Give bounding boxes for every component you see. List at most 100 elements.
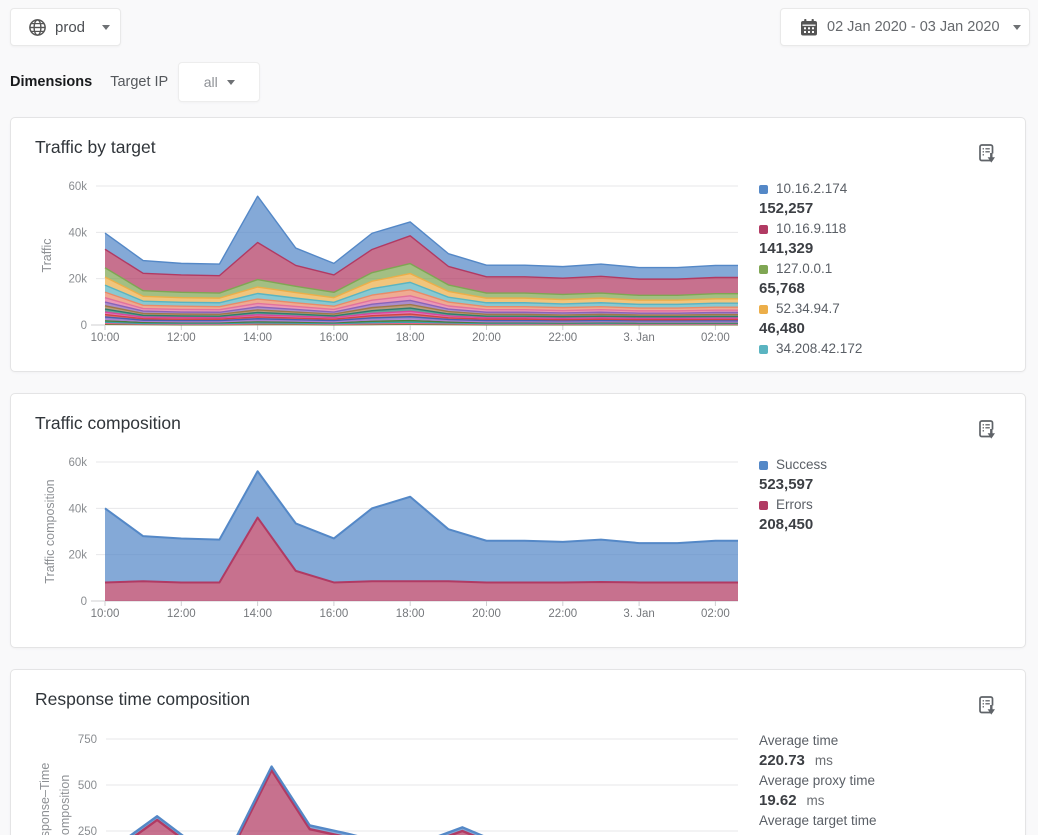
chevron-down-icon [1012,24,1021,30]
svg-text:250: 250 [78,826,97,835]
legend-value-unit: ms [806,793,825,808]
legend-item: Average proxy time 19.62 ms [759,771,1021,811]
date-range-picker[interactable]: 02 Jan 2020 - 03 Jan 2020 [780,8,1030,46]
chevron-down-icon [226,79,235,85]
environment-label: prod [55,18,86,36]
legend-item[interactable]: Success 523,597 [759,455,1021,495]
response-time-composition-chart: 25050075010:0012:0014:0016:0018:0020:002… [11,716,738,835]
svg-text:20:00: 20:00 [472,332,501,344]
svg-text:Traffic: Traffic [40,238,54,272]
svg-text:22:00: 22:00 [548,608,577,620]
legend-item[interactable]: Errors 208,450 [759,495,1021,535]
svg-text:12:00: 12:00 [167,332,196,344]
legend-label: Average time [759,733,839,748]
chart-title: Response time composition [35,689,250,709]
svg-text:composition: composition [58,775,72,835]
svg-text:16:00: 16:00 [320,332,349,344]
svg-text:Response–Time: Response–Time [38,763,52,835]
svg-text:02:00: 02:00 [701,608,730,620]
legend-value: 152,257 [759,200,814,217]
chart-plot: 0 20k 40k 60k 10:00 12:00 14:00 16:00 18:00 20:00… [40,181,741,344]
chevron-down-icon [102,24,111,30]
filters-row: Dimensions Target IP all [10,62,261,102]
export-report-icon [979,696,995,715]
svg-text:40k: 40k [68,503,87,515]
traffic-composition-chart: 0 20k 40k 60k 10:00 12:00 14:00 16:00 18:00 20:00… [11,452,741,637]
legend-item[interactable]: 10.16.2.174 152,257 [759,179,1021,219]
export-report-icon [979,420,995,439]
legend-item: Average time 220.73 ms [759,731,1021,771]
legend-swatch-icon [759,264,768,274]
chart-title: Traffic by target [35,137,156,157]
legend-item[interactable]: 127.0.0.1 65,768 [759,259,1021,299]
svg-text:0: 0 [81,320,87,332]
legend-swatch-icon [759,304,768,314]
calendar-icon [801,18,817,35]
legend-value: 141,329 [759,240,814,257]
legend-label: 52.34.94.7 [759,299,1021,319]
card-traffic-by-target: Traffic by target 0 20k 40k 60k 10:00 12:00 14… [10,117,1026,372]
chart-legend: 10.16.2.174 152,257 10.16.9.118 141,329 127.… [759,179,1021,362]
export-report-icon[interactable] [979,696,999,718]
chart-legend: Success 523,597 Errors 208,450 [759,455,1021,638]
legend-value: 208,450 [759,516,814,533]
legend-item: Average target time 201.11ms [759,811,1021,835]
legend-value-unit: ms [814,753,833,768]
chart-plot: 25050075010:0012:0014:0016:0018:0020:002… [38,734,738,835]
legend-label: Average target time [759,813,877,828]
legend-item[interactable]: 34.208.42.172 [759,339,1021,362]
svg-text:22:00: 22:00 [548,332,577,344]
svg-text:20k: 20k [68,274,87,286]
card-traffic-composition: Traffic composition 0 20k 40k 60k 10:00 12:00… [10,393,1026,648]
legend-item[interactable]: 10.16.9.118 141,329 [759,219,1021,259]
date-range-label: 02 Jan 2020 - 03 Jan 2020 [827,19,1000,35]
svg-text:3. Jan: 3. Jan [623,332,654,344]
svg-text:18:00: 18:00 [396,608,425,620]
legend-label: Average proxy time [759,773,876,788]
legend-swatch-icon [759,460,768,470]
legend-value: 19.62 ms [759,792,825,809]
legend-label: Success [759,455,1021,475]
chart-plot: 0 20k 40k 60k 10:00 12:00 14:00 16:00 18:00 20:00… [43,457,741,620]
legend-value: 46,480 [759,320,805,337]
svg-text:14:00: 14:00 [243,332,272,344]
legend-label: 10.16.9.118 [759,219,1021,239]
chart-legend: Average time 220.73 ms Average proxy time 19… [759,731,1021,835]
svg-text:14:00: 14:00 [243,608,272,620]
legend-label: 34.208.42.172 [759,339,1021,359]
legend-swatch-icon [759,344,768,354]
target-ip-label: Target IP [110,74,169,90]
svg-text:12:00: 12:00 [167,608,196,620]
svg-text:16:00: 16:00 [320,608,349,620]
export-report-icon[interactable] [979,420,999,442]
svg-text:0: 0 [81,596,87,608]
legend-value-unit: ms [814,833,832,835]
svg-text:10:00: 10:00 [91,332,120,344]
legend-label: 127.0.0.1 [759,259,1021,279]
svg-text:20k: 20k [68,550,87,562]
svg-text:18:00: 18:00 [396,332,425,344]
export-report-icon [979,144,995,163]
svg-text:Traffic composition: Traffic composition [43,479,57,583]
svg-text:750: 750 [78,734,97,746]
export-report-icon[interactable] [979,144,999,166]
traffic-by-target-chart: 0 20k 40k 60k 10:00 12:00 14:00 16:00 18:00 20:00… [11,176,741,361]
legend-swatch-icon [759,500,768,510]
svg-text:20:00: 20:00 [472,608,501,620]
target-ip-dropdown[interactable]: all [178,62,261,102]
svg-text:10:00: 10:00 [91,608,120,620]
dimensions-label: Dimensions [10,74,93,90]
svg-text:02:00: 02:00 [701,332,730,344]
svg-text:500: 500 [78,780,97,792]
legend-item[interactable]: 52.34.94.7 46,480 [759,299,1021,339]
environment-selector[interactable]: prod [10,8,121,46]
legend-value: 65,768 [759,280,805,297]
legend-value: 523,597 [759,476,814,493]
legend-label: Errors [759,495,1021,515]
legend-value: 220.73 ms [759,752,833,769]
svg-text:60k: 60k [68,181,87,193]
chart-title: Traffic composition [35,413,181,433]
legend-swatch-icon [759,224,768,234]
legend-value: 201.11ms [759,831,1021,835]
target-ip-value: all [203,74,218,90]
